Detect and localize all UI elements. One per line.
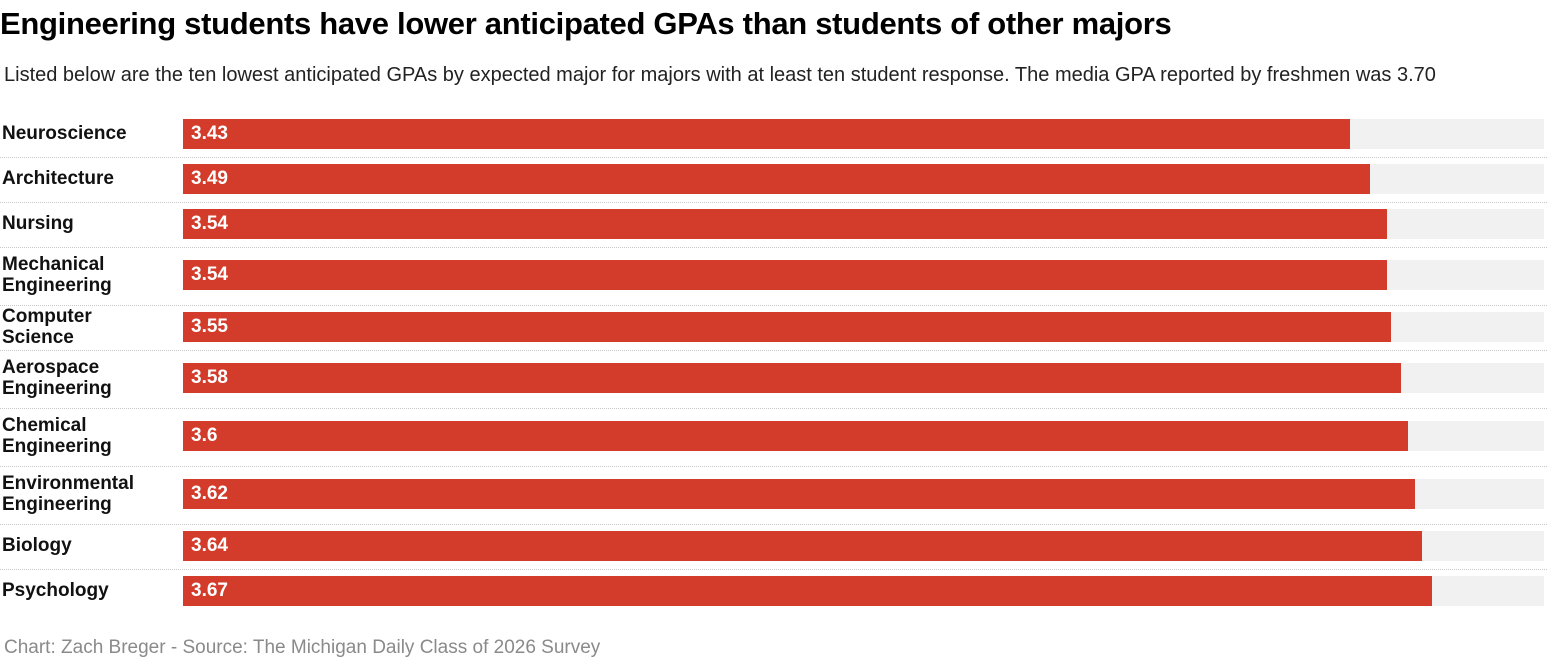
bar: 3.54 [183, 209, 1388, 239]
bar-track: 3.58 [183, 363, 1544, 393]
category-label-line: Neuroscience [2, 123, 127, 144]
bar: 3.64 [183, 531, 1422, 561]
category-label: Nursing [2, 204, 74, 243]
bar: 3.67 [183, 576, 1432, 606]
bar: 3.58 [183, 363, 1402, 393]
row-separator [0, 305, 1547, 306]
bar-track: 3.64 [183, 531, 1544, 561]
chart-source-footer: Chart: Zach Breger - Source: The Michiga… [4, 637, 601, 658]
bar-value-label: 3.58 [191, 367, 228, 388]
bar-track: 3.43 [183, 119, 1544, 149]
row-separator [0, 466, 1547, 467]
category-label-line: Engineering [2, 275, 112, 296]
bar: 3.49 [183, 164, 1371, 194]
bar-value-label: 3.6 [191, 425, 218, 446]
bar-value-label: 3.64 [191, 535, 228, 556]
chart-subtitle: Listed below are the ten lowest anticipa… [4, 64, 1436, 86]
category-label-line: Engineering [2, 378, 112, 399]
row-separator [0, 524, 1547, 525]
bar-track: 3.62 [183, 479, 1544, 509]
chart-title: Engineering students have lower anticipa… [0, 6, 1172, 41]
category-label-line: Engineering [2, 436, 112, 457]
row-separator [0, 408, 1547, 409]
category-label: Architecture [2, 159, 114, 198]
category-label: Chemical Engineering [2, 410, 112, 462]
category-label-line: Aerospace [2, 357, 100, 378]
bar-value-label: 3.62 [191, 483, 228, 504]
bar-value-label: 3.54 [191, 264, 228, 285]
category-label-line: Mechanical [2, 254, 105, 275]
row-separator [0, 569, 1547, 570]
row-separator [0, 157, 1547, 158]
category-label-line: Chemical [2, 415, 87, 436]
row-separator [0, 350, 1547, 351]
bar-value-label: 3.49 [191, 168, 228, 189]
row-separator [0, 202, 1547, 203]
bar-track: 3.49 [183, 164, 1544, 194]
category-label-line: Engineering [2, 494, 112, 515]
category-label: Computer Science [2, 305, 92, 348]
category-label: Biology [2, 526, 72, 565]
bar-value-label: 3.67 [191, 580, 228, 601]
category-label: Environmental Engineering [2, 468, 134, 520]
bar-track: 3.54 [183, 260, 1544, 290]
bar-track: 3.55 [183, 312, 1544, 342]
category-label-line: Psychology [2, 580, 109, 601]
bar: 3.54 [183, 260, 1388, 290]
bar-value-label: 3.54 [191, 213, 228, 234]
category-label-line: Nursing [2, 213, 74, 234]
bar-value-label: 3.43 [191, 123, 228, 144]
bar: 3.55 [183, 312, 1391, 342]
bar-value-label: 3.55 [191, 316, 228, 337]
category-label: Neuroscience [2, 114, 127, 153]
category-label-line: Biology [2, 535, 72, 556]
category-label: Psychology [2, 571, 109, 610]
bar-track: 3.67 [183, 576, 1544, 606]
category-label: Aerospace Engineering [2, 352, 112, 404]
bar: 3.43 [183, 119, 1351, 149]
bar: 3.6 [183, 421, 1408, 451]
category-label-line: Architecture [2, 168, 114, 189]
bar: 3.62 [183, 479, 1415, 509]
bar-track: 3.6 [183, 421, 1544, 451]
category-label: Mechanical Engineering [2, 249, 112, 301]
bar-track: 3.54 [183, 209, 1544, 239]
row-separator [0, 247, 1547, 248]
category-label-line: Environmental [2, 473, 134, 494]
category-label-line: Computer Science [2, 305, 92, 348]
